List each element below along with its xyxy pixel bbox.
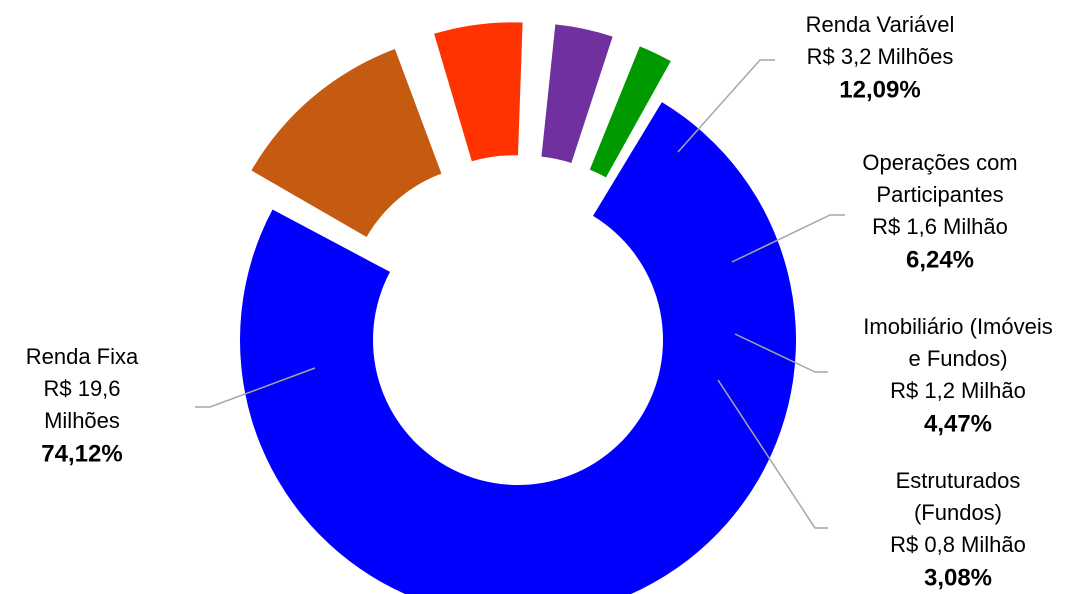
label-line: Operações com (862, 150, 1017, 175)
data-label-imobiliario-imoveis-e-fundos: Imobiliário (Imóveis e Fundos) R$ 1,2 Milh… (863, 314, 1053, 437)
label-line: R$ 3,2 Milhões (807, 44, 954, 69)
data-label-estruturados-fundos: Estruturados (Fundos) R$ 0,8 Milhão 3,08% (890, 468, 1026, 591)
percent-label: 12,09% (839, 77, 920, 104)
label-line: Milhões (44, 408, 120, 433)
leader-line-renda-fixa (195, 367, 316, 408)
leader-line-renda-variavel (677, 59, 775, 153)
data-label-operacoes-com-participantes: Operações com Participantes R$ 1,6 Milhão 6… (862, 150, 1017, 273)
label-line: R$ 1,2 Milhão (890, 378, 1026, 403)
data-label-renda-fixa: Renda Fixa R$ 19,6 Milhões 74,12% (26, 344, 139, 467)
label-line: e Fundos) (908, 346, 1007, 371)
label-line: Estruturados (896, 468, 1021, 493)
leader-line-imobiliario-imoveis-e-fundos (734, 333, 828, 373)
percent-label: 4,47% (924, 410, 992, 437)
label-line: Renda Variável (806, 12, 955, 37)
label-line: (Fundos) (914, 500, 1002, 525)
percent-label: 74,12% (41, 440, 122, 467)
percent-label: 3,08% (924, 564, 992, 591)
label-line: Imobiliário (Imóveis (863, 314, 1053, 339)
label-line: R$ 19,6 (43, 376, 120, 401)
slice-estruturados-fundos (589, 46, 671, 178)
slice-operacoes-com-participantes (434, 22, 523, 162)
label-line: Participantes (876, 182, 1003, 207)
label-line: R$ 1,6 Milhão (872, 214, 1008, 239)
slice-imobiliario-imoveis-e-fundos (541, 24, 613, 164)
slice-renda-variavel (251, 49, 442, 237)
label-line: Renda Fixa (26, 344, 139, 369)
data-label-renda-variavel: Renda Variável R$ 3,2 Milhões 12,09% (806, 12, 955, 104)
label-line: R$ 0,8 Milhão (890, 532, 1026, 557)
slice-renda-fixa (240, 102, 796, 594)
percent-label: 6,24% (906, 246, 974, 273)
leader-line-estruturados-fundos (717, 379, 828, 529)
leader-line-operacoes-com-participantes (731, 214, 845, 263)
